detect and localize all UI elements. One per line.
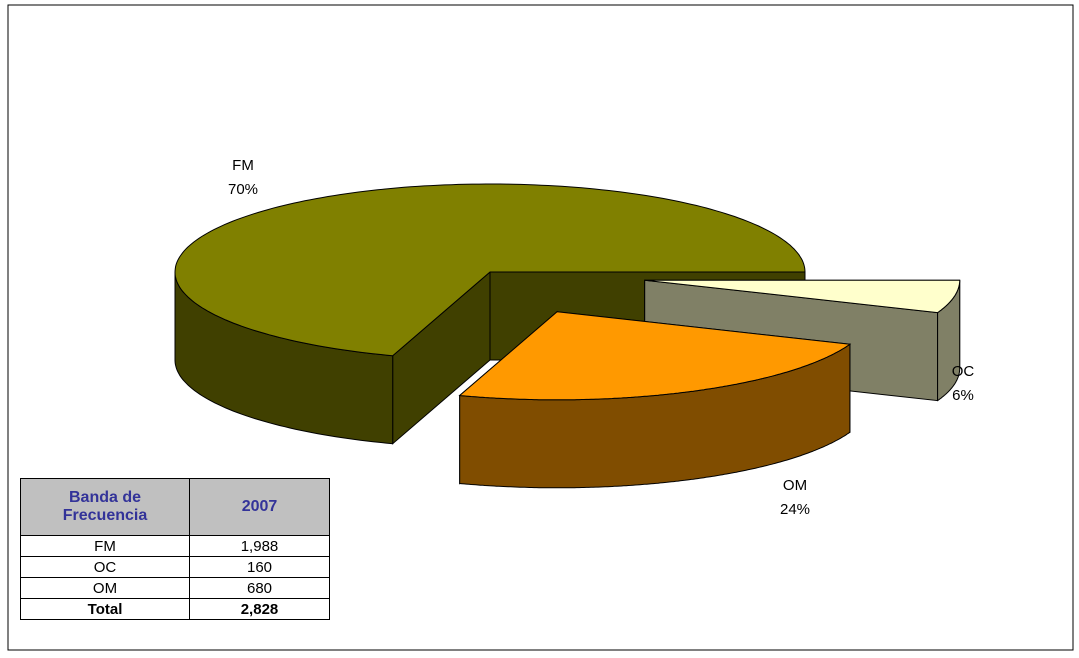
slice-value-label: 6%: [952, 387, 974, 404]
cell: Total: [20, 598, 190, 620]
slice-value-label: 24%: [780, 501, 810, 518]
table-total-row: Total 2,828: [20, 598, 330, 620]
table-row: FM 1,988: [20, 535, 330, 557]
header-cell: Banda de Frecuencia: [20, 478, 190, 536]
chart-frame: [7, 4, 1074, 651]
cell: 1,988: [189, 535, 330, 557]
table-row: OC 160: [20, 556, 330, 578]
slice-label: FM: [232, 157, 254, 174]
cell: OC: [20, 556, 190, 578]
header-cell: 2007: [189, 478, 330, 536]
cell: 680: [189, 577, 330, 599]
cell: OM: [20, 577, 190, 599]
cell: 2,828: [189, 598, 330, 620]
header-text: Banda de Frecuencia: [62, 489, 148, 524]
slice-label: OC: [952, 363, 975, 380]
table-row: OM 680: [20, 577, 330, 599]
table-header: Banda de Frecuencia 2007: [20, 478, 330, 536]
slice: [174, 183, 806, 357]
cell: FM: [20, 535, 190, 557]
slice-value-label: 70%: [228, 181, 258, 198]
slice: [644, 279, 961, 314]
slice: [458, 311, 852, 401]
slice-label: OM: [783, 477, 807, 494]
data-table: Banda de Frecuencia 2007 FM 1,988 OC 160 O…: [20, 478, 330, 620]
cell: 160: [189, 556, 330, 578]
